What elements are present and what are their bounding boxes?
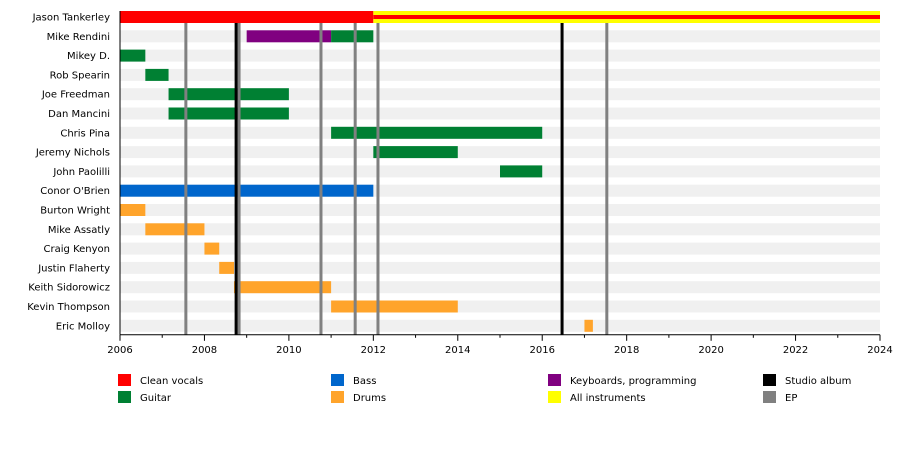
member-label: Jason Tankerley: [32, 13, 110, 24]
bar-guitar: [331, 126, 543, 139]
bar-clean-vocals: [120, 11, 374, 23]
member-label: Mike Assatly: [48, 225, 110, 236]
bar-guitar: [168, 107, 289, 120]
member-label: Dan Mancini: [48, 109, 110, 120]
legend-swatch: [548, 391, 561, 403]
row-band: [120, 30, 880, 43]
legend-swatch: [763, 391, 776, 403]
bar-drums: [219, 261, 234, 274]
bar-drums: [145, 223, 205, 236]
row-band: [120, 49, 880, 62]
row-band: [120, 223, 880, 236]
x-tick-label: 2020: [698, 345, 723, 356]
legend-label: Keyboards, programming: [570, 376, 696, 387]
member-label: Rob Spearin: [50, 70, 110, 81]
bar-guitar: [373, 146, 458, 159]
member-label: Mikey D.: [67, 51, 110, 62]
legend-swatch: [118, 374, 131, 386]
bar-drums: [331, 300, 458, 313]
bar-guitar: [120, 49, 146, 62]
member-label: Jeremy Nichols: [35, 148, 110, 159]
legend-label: Clean vocals: [140, 376, 203, 387]
legend-swatch: [118, 391, 131, 403]
member-label: Justin Flaherty: [37, 263, 110, 274]
row-band: [120, 146, 880, 159]
x-tick-label: 2024: [867, 345, 892, 356]
bar-guitar: [500, 165, 543, 178]
row-band: [120, 242, 880, 255]
member-label: John Paolilli: [52, 167, 110, 178]
bar-keyboards-programming: [246, 30, 332, 43]
member-label: Keith Sidorowicz: [28, 283, 110, 294]
row-band: [120, 204, 880, 216]
legend-swatch: [331, 391, 344, 403]
x-tick-label: 2012: [361, 345, 386, 356]
bar-drums: [120, 204, 146, 216]
legend-label: EP: [785, 393, 797, 404]
legend-label: Guitar: [140, 393, 172, 404]
row-band: [120, 319, 880, 332]
bar-bass: [120, 184, 374, 197]
legend-label: Studio album: [785, 376, 851, 387]
bar-guitar: [145, 68, 169, 81]
member-label: Eric Molloy: [56, 321, 110, 332]
member-label: Mike Rendini: [47, 32, 110, 43]
x-tick-label: 2006: [107, 345, 132, 356]
row-band: [120, 68, 880, 81]
member-label: Chris Pina: [60, 128, 110, 139]
bar-clean-vocals-stripe: [373, 15, 880, 19]
legend-label: Bass: [353, 376, 376, 387]
row-band: [120, 107, 880, 120]
legend-swatch: [548, 374, 561, 386]
legend-label: Drums: [353, 393, 386, 404]
x-tick-label: 2016: [529, 345, 554, 356]
row-band: [120, 300, 880, 313]
row-band: [120, 88, 880, 101]
legend-label: All instruments: [570, 393, 646, 404]
x-tick-label: 2010: [276, 345, 301, 356]
x-tick-label: 2022: [783, 345, 808, 356]
member-label: Joe Freedman: [41, 90, 110, 101]
bar-drums: [584, 319, 593, 332]
member-label: Kevin Thompson: [27, 302, 110, 313]
legend-swatch: [763, 374, 776, 386]
member-label: Conor O'Brien: [40, 186, 110, 197]
x-tick-label: 2014: [445, 345, 470, 356]
bar-guitar: [168, 88, 289, 101]
bar-drums: [234, 281, 332, 294]
bar-drums: [204, 242, 220, 255]
x-tick-label: 2008: [192, 345, 217, 356]
member-label: Craig Kenyon: [44, 244, 110, 255]
row-band: [120, 261, 880, 274]
bar-guitar: [331, 30, 374, 43]
legend-swatch: [331, 374, 344, 386]
x-tick-label: 2018: [614, 345, 639, 356]
member-label: Burton Wright: [40, 206, 110, 217]
